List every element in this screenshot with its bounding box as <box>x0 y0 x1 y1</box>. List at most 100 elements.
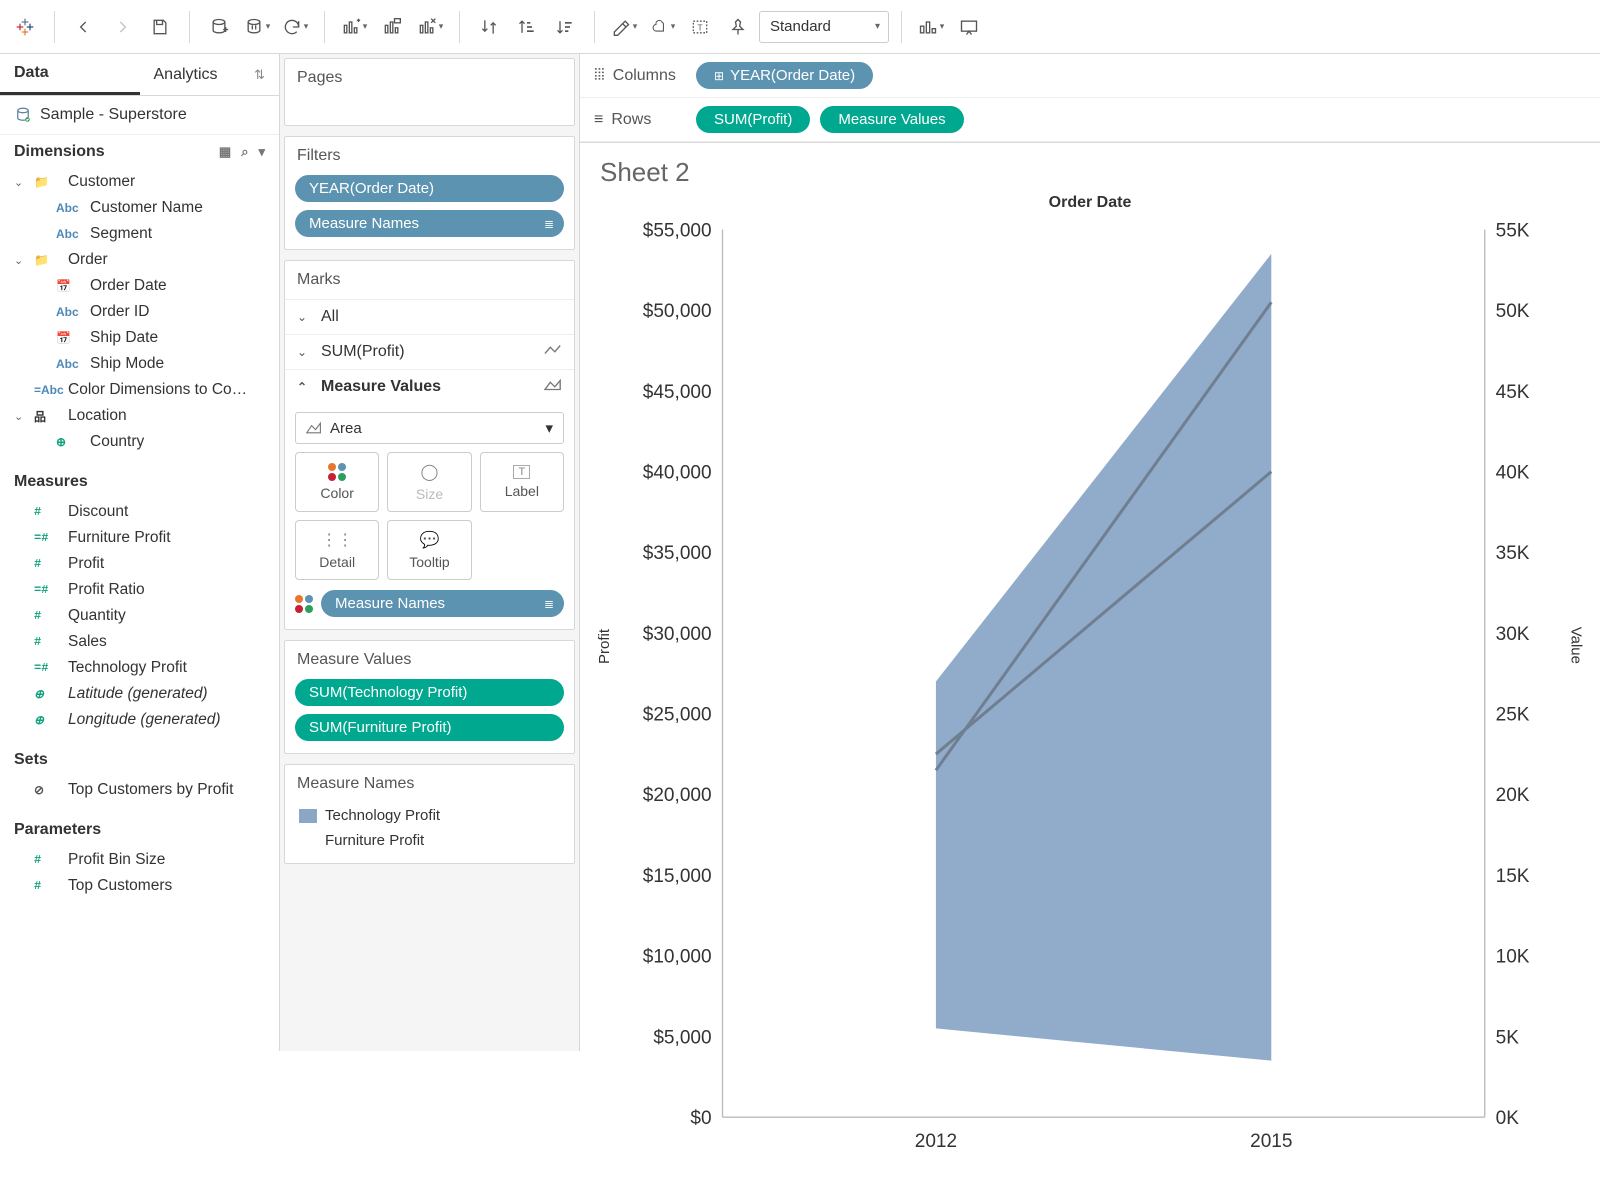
new-datasource-button[interactable] <box>202 10 236 44</box>
tab-data[interactable]: Data <box>0 54 140 95</box>
field-color-dimensions-to-co-[interactable]: =AbcColor Dimensions to Co… <box>8 377 271 403</box>
duplicate-sheet-button[interactable] <box>375 10 409 44</box>
svg-text:2015: 2015 <box>1250 1131 1292 1152</box>
legend-item[interactable]: Technology Profit <box>285 803 574 828</box>
mark-type-select[interactable]: Area ▾ <box>295 412 564 444</box>
field-furniture-profit[interactable]: =#Furniture Profit <box>8 525 271 551</box>
field-top-customers-by-profit[interactable]: ⊘Top Customers by Profit <box>8 777 271 803</box>
undo-button[interactable] <box>67 10 101 44</box>
shelf-pill[interactable]: Measure Values <box>820 106 963 133</box>
pin-button[interactable] <box>721 10 755 44</box>
sets-header: Sets <box>0 743 279 777</box>
view-toggle-icon[interactable]: ▦ <box>219 144 231 160</box>
tableau-logo[interactable] <box>8 10 42 44</box>
marks-pane-row[interactable]: ⌄All <box>285 299 574 334</box>
field-ship-mode[interactable]: AbcShip Mode <box>8 351 271 377</box>
dimensions-header: Dimensions ▦⌕▾ <box>0 135 279 169</box>
marks-pane-row[interactable]: ⌄SUM(Profit) <box>285 334 574 369</box>
field-country[interactable]: ⊕Country <box>8 429 271 455</box>
data-pane: Data Analytics⇅ Sample - Superstore Dime… <box>0 54 280 1051</box>
svg-text:10K: 10K <box>1496 947 1530 968</box>
marks-color-pill[interactable]: Measure Names≣ <box>321 590 564 617</box>
field-profit[interactable]: #Profit <box>8 551 271 577</box>
highlight-button[interactable] <box>607 10 641 44</box>
group-button[interactable] <box>645 10 679 44</box>
field-order-date[interactable]: 📅Order Date <box>8 273 271 299</box>
measure-value-pill[interactable]: SUM(Technology Profit) <box>295 679 564 706</box>
shelf-pill[interactable]: ⊞YEAR(Order Date) <box>696 62 873 89</box>
mark-detail-button[interactable]: ⋮⋮Detail <box>295 520 379 580</box>
pages-card: Pages <box>284 58 575 126</box>
shelf-pill[interactable]: SUM(Profit) <box>696 106 810 133</box>
pause-updates-button[interactable] <box>240 10 274 44</box>
filter-pill[interactable]: Measure Names≣ <box>295 210 564 237</box>
menu-icon[interactable]: ▾ <box>258 144 265 160</box>
field-segment[interactable]: AbcSegment <box>8 221 271 247</box>
fit-select[interactable]: Standard <box>759 11 889 43</box>
mark-size-button[interactable]: ◯Size <box>387 452 471 512</box>
field-longitude-generated-[interactable]: ⊕Longitude (generated) <box>8 707 271 733</box>
mark-color-button[interactable]: Color <box>295 452 379 512</box>
field-quantity[interactable]: #Quantity <box>8 603 271 629</box>
right-axis-label: Value <box>1567 627 1584 664</box>
parameters-header: Parameters <box>0 813 279 847</box>
measure-names-legend-card: Measure Names Technology ProfitFurniture… <box>284 764 575 864</box>
svg-text:0K: 0K <box>1496 1108 1520 1129</box>
new-worksheet-button[interactable] <box>337 10 371 44</box>
svg-text:35K: 35K <box>1496 543 1530 564</box>
field-profit-bin-size[interactable]: #Profit Bin Size <box>8 847 271 873</box>
filters-card: Filters YEAR(Order Date)Measure Names≣ <box>284 136 575 250</box>
presentation-button[interactable] <box>952 10 986 44</box>
field-customer-name[interactable]: AbcCustomer Name <box>8 195 271 221</box>
measures-header: Measures <box>0 465 279 499</box>
field-sales[interactable]: #Sales <box>8 629 271 655</box>
field-latitude-generated-[interactable]: ⊕Latitude (generated) <box>8 681 271 707</box>
sort-asc-button[interactable] <box>510 10 544 44</box>
mark-tooltip-button[interactable]: 💬Tooltip <box>387 520 471 580</box>
svg-text:15K: 15K <box>1496 866 1530 887</box>
svg-text:$45,000: $45,000 <box>643 382 712 403</box>
svg-text:$30,000: $30,000 <box>643 624 712 645</box>
chart-plot[interactable]: $0$5,000$10,000$15,000$20,000$25,000$30,… <box>600 216 1580 1172</box>
svg-text:2012: 2012 <box>915 1131 957 1152</box>
save-button[interactable] <box>143 10 177 44</box>
field-order-id[interactable]: AbcOrder ID <box>8 299 271 325</box>
clear-sheet-button[interactable] <box>413 10 447 44</box>
datasource-item[interactable]: Sample - Superstore <box>0 96 279 135</box>
svg-text:25K: 25K <box>1496 705 1530 726</box>
svg-text:$50,000: $50,000 <box>643 301 712 322</box>
svg-text:5K: 5K <box>1496 1027 1520 1048</box>
mark-label-button[interactable]: TLabel <box>480 452 564 512</box>
svg-text:$40,000: $40,000 <box>643 463 712 484</box>
svg-text:50K: 50K <box>1496 301 1530 322</box>
filter-pill[interactable]: YEAR(Order Date) <box>295 175 564 202</box>
field-top-customers[interactable]: #Top Customers <box>8 873 271 899</box>
field-ship-date[interactable]: 📅Ship Date <box>8 325 271 351</box>
marks-pane-row[interactable]: ⌃Measure Values <box>285 369 574 404</box>
folder-location[interactable]: ⌄品Location <box>8 403 271 429</box>
rows-shelf[interactable]: ≡Rows SUM(Profit)Measure Values <box>580 98 1600 142</box>
swap-button[interactable] <box>472 10 506 44</box>
field-profit-ratio[interactable]: =#Profit Ratio <box>8 577 271 603</box>
field-technology-profit[interactable]: =#Technology Profit <box>8 655 271 681</box>
svg-text:T: T <box>697 22 702 32</box>
measure-value-pill[interactable]: SUM(Furniture Profit) <box>295 714 564 741</box>
refresh-button[interactable] <box>278 10 312 44</box>
show-me-button[interactable] <box>914 10 948 44</box>
field-discount[interactable]: #Discount <box>8 499 271 525</box>
folder-order[interactable]: ⌄📁Order <box>8 247 271 273</box>
legend-item[interactable]: Furniture Profit <box>285 828 574 853</box>
sheet-title[interactable]: Sheet 2 <box>600 157 1580 188</box>
folder-customer[interactable]: ⌄📁Customer <box>8 169 271 195</box>
marks-card: Marks ⌄All⌄SUM(Profit)⌃Measure Values Ar… <box>284 260 575 630</box>
svg-text:55K: 55K <box>1496 220 1530 241</box>
redo-button[interactable] <box>105 10 139 44</box>
sort-desc-button[interactable] <box>548 10 582 44</box>
tab-analytics[interactable]: Analytics⇅ <box>140 54 280 95</box>
columns-shelf[interactable]: ⦙⦙⦙Columns ⊞YEAR(Order Date) <box>580 54 1600 98</box>
svg-text:$20,000: $20,000 <box>643 785 712 806</box>
left-axis-label: Profit <box>596 629 613 664</box>
top-toolbar: T Standard <box>0 0 1600 54</box>
labels-button[interactable]: T <box>683 10 717 44</box>
search-icon[interactable]: ⌕ <box>241 144 248 160</box>
